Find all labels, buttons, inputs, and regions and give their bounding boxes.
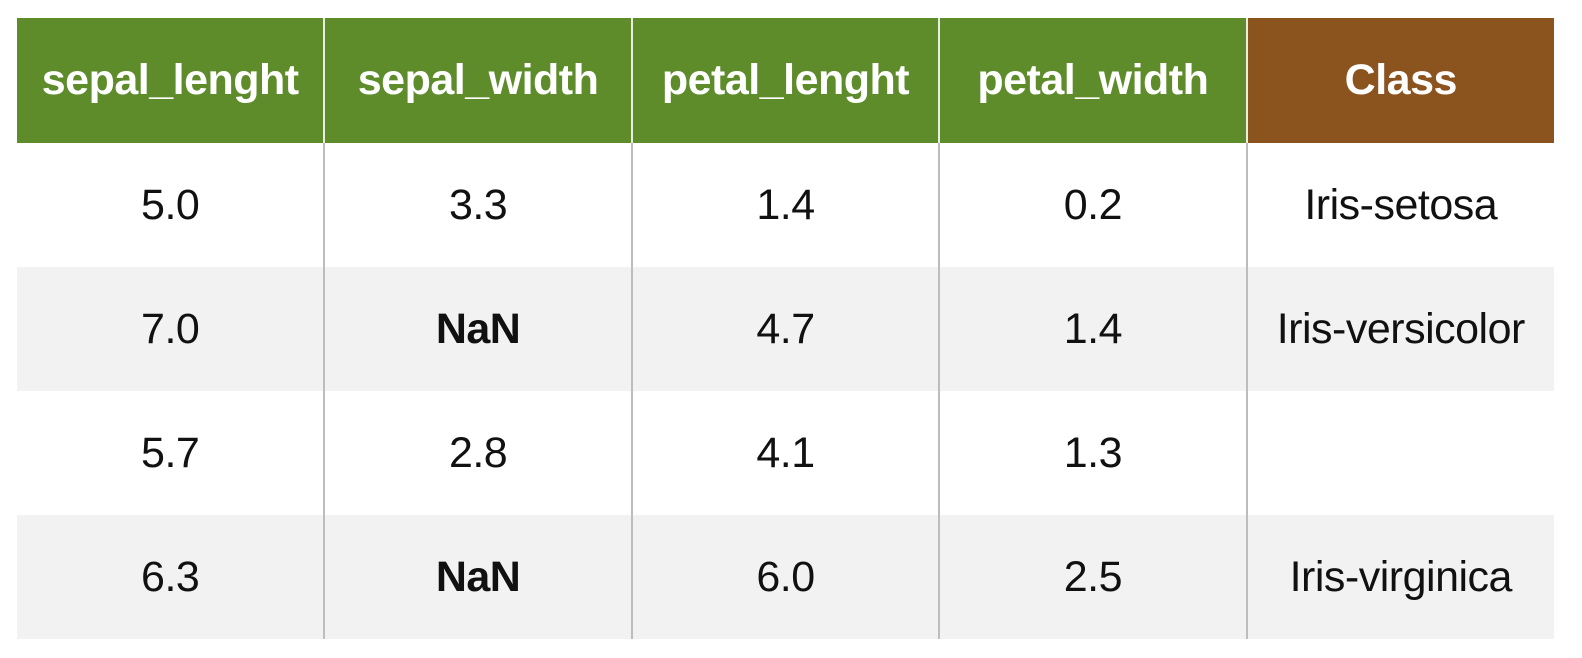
data-table: sepal_lenght sepal_width petal_lenght pe…	[17, 18, 1554, 639]
table-row: 5.0 3.3 1.4 0.2 Iris-setosa	[17, 143, 1554, 267]
table-cell: 4.7	[630, 267, 940, 391]
table-row: 7.0 NaN 4.7 1.4 Iris-versicolor	[17, 267, 1554, 391]
table-cell: Iris-versicolor	[1245, 267, 1554, 391]
table-cell: 1.4	[938, 267, 1247, 391]
header-class: Class	[1245, 18, 1554, 143]
table-body: 5.0 3.3 1.4 0.2 Iris-setosa 7.0 NaN 4.7 …	[17, 143, 1554, 639]
table-cell: NaN	[323, 267, 632, 391]
table-cell: 1.4	[630, 143, 940, 267]
table-cell: Iris-virginica	[1245, 515, 1554, 639]
iris-data-table: sepal_lenght sepal_width petal_lenght pe…	[17, 18, 1554, 639]
table-cell: 7.0	[17, 267, 325, 391]
table-cell: 4.1	[630, 391, 940, 515]
table-cell: 0.2	[938, 143, 1247, 267]
table-cell: 1.3	[938, 391, 1247, 515]
header-petal-width: petal_width	[938, 18, 1247, 143]
header-sepal-lenght: sepal_lenght	[17, 18, 325, 143]
table-header: sepal_lenght sepal_width petal_lenght pe…	[17, 18, 1554, 143]
table-cell: 6.3	[17, 515, 325, 639]
table-cell: 5.0	[17, 143, 325, 267]
table-cell	[1245, 391, 1554, 515]
table-cell: 5.7	[17, 391, 325, 515]
table-cell: NaN	[323, 515, 632, 639]
table-row: 6.3 NaN 6.0 2.5 Iris-virginica	[17, 515, 1554, 639]
table-cell: 6.0	[630, 515, 940, 639]
table-cell: 2.5	[938, 515, 1247, 639]
table-cell: 2.8	[323, 391, 632, 515]
table-cell: 3.3	[323, 143, 632, 267]
header-sepal-width: sepal_width	[323, 18, 632, 143]
header-petal-lenght: petal_lenght	[630, 18, 940, 143]
header-row: sepal_lenght sepal_width petal_lenght pe…	[17, 18, 1554, 143]
table-row: 5.7 2.8 4.1 1.3	[17, 391, 1554, 515]
table-cell: Iris-setosa	[1245, 143, 1554, 267]
